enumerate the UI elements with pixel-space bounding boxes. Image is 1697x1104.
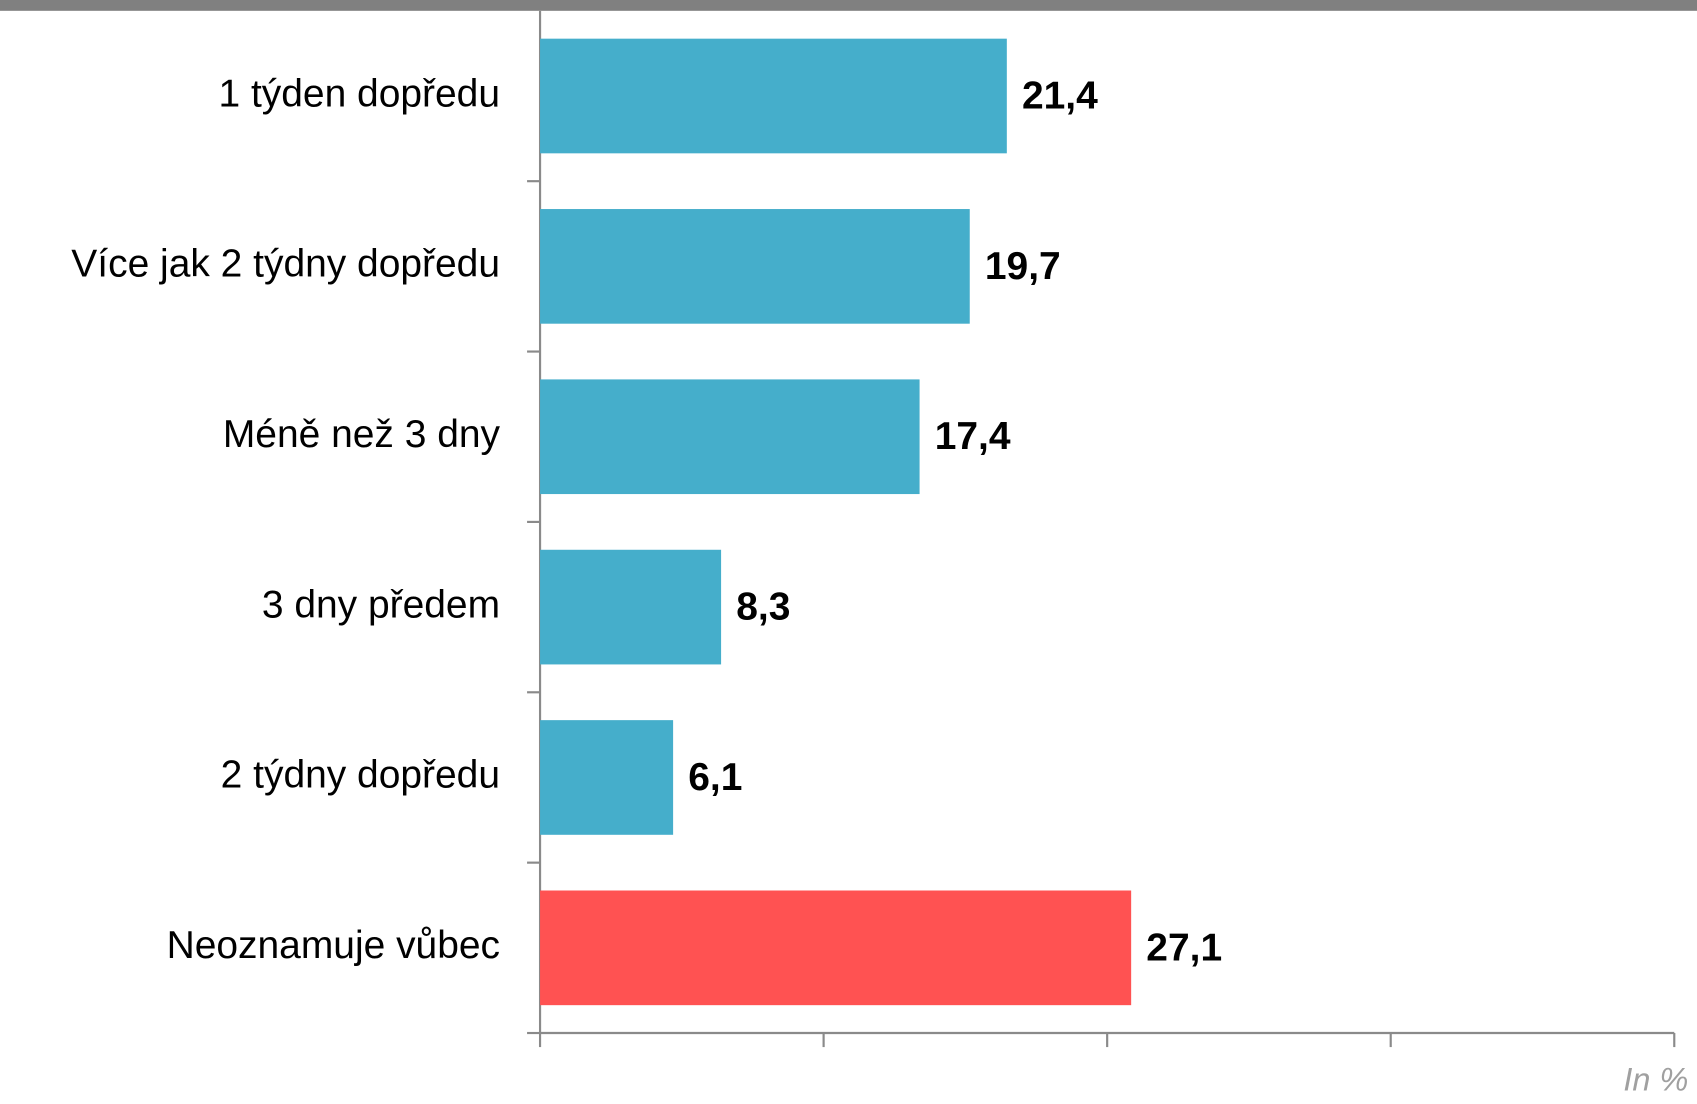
bar	[540, 549, 722, 665]
bar	[540, 209, 970, 324]
value-label: 8,3	[736, 586, 790, 629]
value-label: 6,1	[688, 756, 742, 799]
category-label: Neoznamuje vůbec	[167, 924, 500, 967]
value-label: 17,4	[935, 415, 1011, 458]
category-label: 1 týden dopředu	[218, 72, 500, 115]
bar	[540, 38, 1007, 154]
bar	[540, 379, 920, 495]
value-label: 19,7	[985, 245, 1061, 288]
category-label: 3 dny předem	[262, 583, 500, 626]
top-band	[0, 0, 1697, 11]
value-label: 27,1	[1146, 926, 1222, 969]
category-label: 2 týdny dopředu	[221, 754, 500, 797]
bar	[540, 890, 1132, 1006]
unit-note: In %	[1623, 1061, 1688, 1097]
category-label: Méně než 3 dny	[223, 413, 501, 456]
category-label: Více jak 2 týdny dopředu	[71, 243, 500, 286]
bar	[540, 720, 674, 835]
value-label: 21,4	[1022, 74, 1098, 117]
